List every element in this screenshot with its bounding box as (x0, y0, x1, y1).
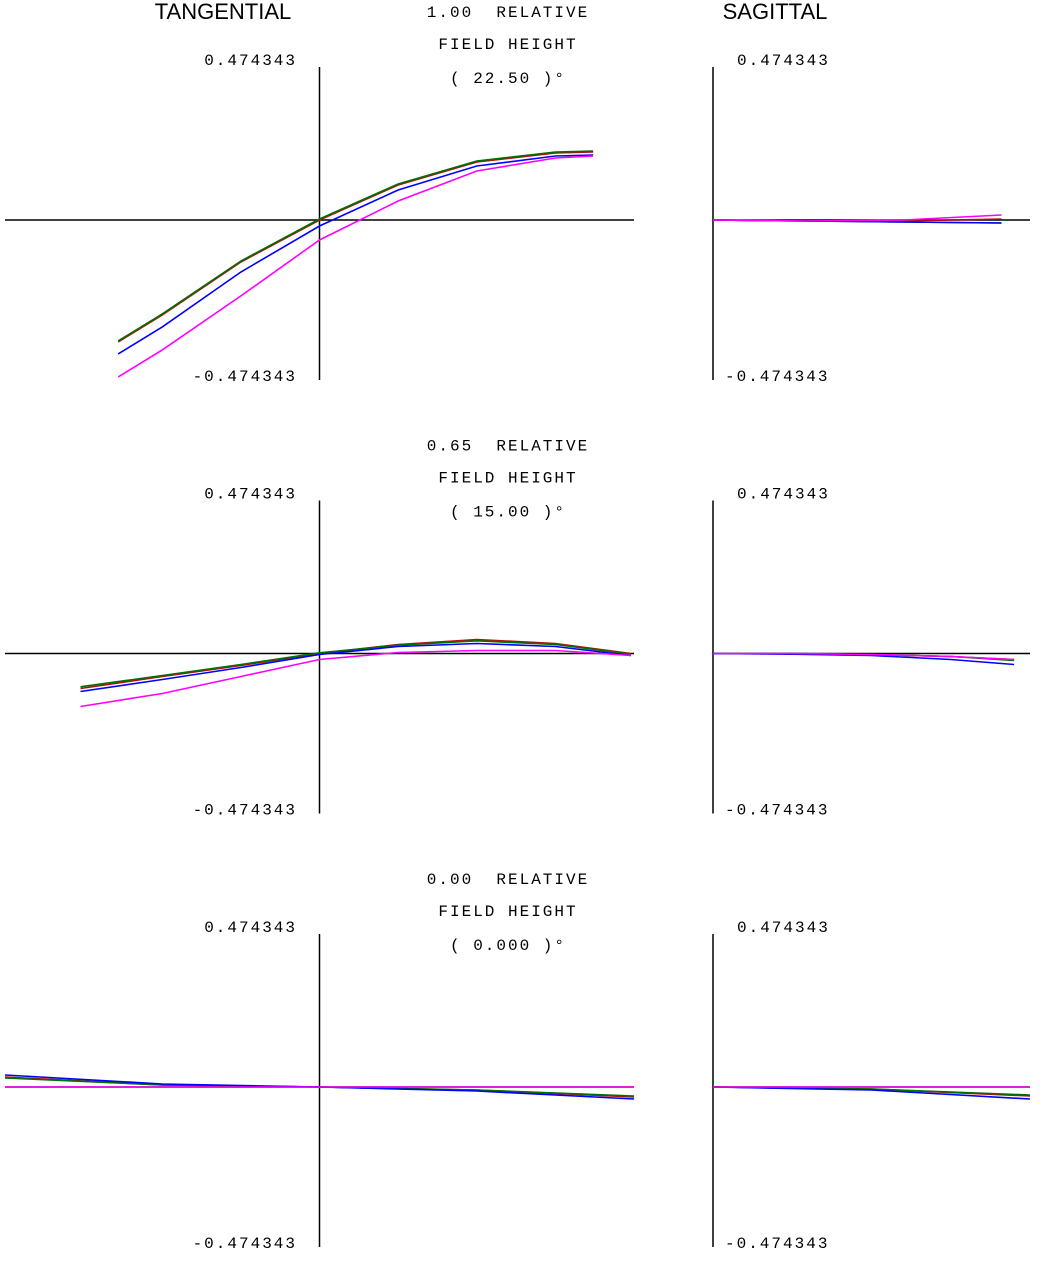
ray-fan-curve (712, 1086, 1031, 1100)
y-tick-label: -0.474343 (193, 1235, 297, 1253)
ray-fan-curve (80, 639, 632, 688)
y-tick-label: 0.474343 (737, 486, 830, 504)
field-label: ( 22.50 )° (450, 70, 566, 88)
y-tick-label: -0.474343 (193, 368, 297, 386)
y-tick-label: 0.474343 (204, 919, 297, 937)
y-tick-label: -0.474343 (725, 1235, 829, 1253)
y-tick-label: -0.474343 (193, 802, 297, 820)
panel-title: SAGITTAL (723, 0, 828, 24)
field-label: ( 15.00 )° (450, 504, 566, 522)
field-label: FIELD HEIGHT (438, 36, 577, 54)
ray-fan-curve (80, 649, 631, 708)
y-tick-label: -0.474343 (725, 802, 829, 820)
y-tick-label: 0.474343 (737, 52, 830, 70)
ray-fan-curve (80, 642, 631, 693)
y-tick-label: 0.474343 (204, 486, 297, 504)
ray-fan-curve (117, 150, 594, 342)
ray-fan-curve (713, 652, 1015, 661)
ray-fan-curve (117, 154, 594, 355)
y-tick-label: 0.474343 (737, 919, 830, 937)
y-tick-label: -0.474343 (725, 368, 829, 386)
field-label: 1.00 RELATIVE (427, 4, 589, 22)
field-label: FIELD HEIGHT (438, 903, 577, 921)
y-tick-label: 0.474343 (204, 52, 297, 70)
ray-fan-curve (117, 155, 594, 378)
field-label: FIELD HEIGHT (438, 470, 577, 488)
ray-fan-curve (712, 214, 1002, 222)
panel-title: TANGENTIAL (155, 0, 292, 24)
field-label: 0.65 RELATIVE (427, 438, 589, 456)
field-label: ( 0.000 )° (450, 937, 566, 955)
field-label: 0.00 RELATIVE (427, 871, 589, 889)
ray-fan-curve (117, 151, 594, 343)
